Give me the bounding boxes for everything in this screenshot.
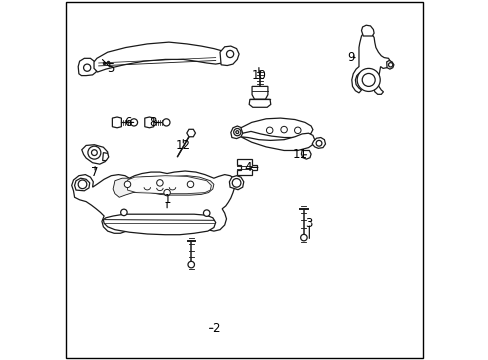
Polygon shape (220, 46, 239, 66)
Circle shape (300, 234, 306, 241)
Circle shape (280, 126, 287, 133)
Polygon shape (311, 138, 325, 148)
Polygon shape (301, 150, 310, 159)
Polygon shape (103, 214, 215, 235)
Text: 8: 8 (149, 116, 156, 129)
Polygon shape (112, 117, 121, 128)
Circle shape (362, 73, 374, 86)
Polygon shape (241, 133, 314, 150)
Text: 1: 1 (163, 193, 170, 206)
Circle shape (232, 179, 241, 187)
Circle shape (316, 140, 321, 146)
Circle shape (91, 150, 97, 156)
Polygon shape (144, 117, 153, 128)
Polygon shape (127, 176, 211, 194)
Text: 2: 2 (211, 322, 219, 335)
Polygon shape (229, 176, 244, 190)
Polygon shape (113, 176, 213, 197)
Text: 10: 10 (251, 69, 266, 82)
Polygon shape (78, 58, 97, 76)
Circle shape (88, 146, 101, 159)
Circle shape (78, 180, 87, 189)
Circle shape (124, 181, 130, 188)
Circle shape (130, 119, 137, 126)
Polygon shape (251, 86, 267, 99)
Circle shape (203, 210, 209, 216)
Polygon shape (75, 178, 89, 191)
Polygon shape (230, 126, 243, 139)
Polygon shape (81, 145, 107, 164)
Polygon shape (72, 171, 236, 233)
Circle shape (233, 129, 241, 136)
Circle shape (187, 181, 193, 188)
Polygon shape (361, 25, 373, 36)
Circle shape (163, 189, 170, 196)
Circle shape (387, 63, 392, 67)
Circle shape (163, 119, 170, 126)
Text: 12: 12 (176, 139, 190, 152)
Polygon shape (351, 32, 389, 94)
Circle shape (356, 68, 380, 91)
Text: 11: 11 (292, 148, 307, 161)
Circle shape (121, 209, 127, 216)
Polygon shape (94, 42, 228, 72)
Text: 6: 6 (123, 116, 131, 129)
Circle shape (294, 127, 301, 134)
Polygon shape (236, 159, 257, 175)
Polygon shape (186, 129, 195, 137)
Polygon shape (102, 153, 108, 161)
Text: 5: 5 (107, 62, 115, 75)
Text: 7: 7 (91, 166, 99, 179)
Text: 3: 3 (305, 217, 312, 230)
Polygon shape (241, 118, 312, 138)
Text: 9: 9 (346, 51, 354, 64)
Circle shape (266, 127, 272, 134)
Circle shape (235, 131, 238, 134)
Polygon shape (249, 99, 270, 107)
Circle shape (187, 261, 194, 268)
Circle shape (156, 180, 163, 186)
Polygon shape (386, 60, 393, 69)
Text: 4: 4 (244, 161, 251, 174)
